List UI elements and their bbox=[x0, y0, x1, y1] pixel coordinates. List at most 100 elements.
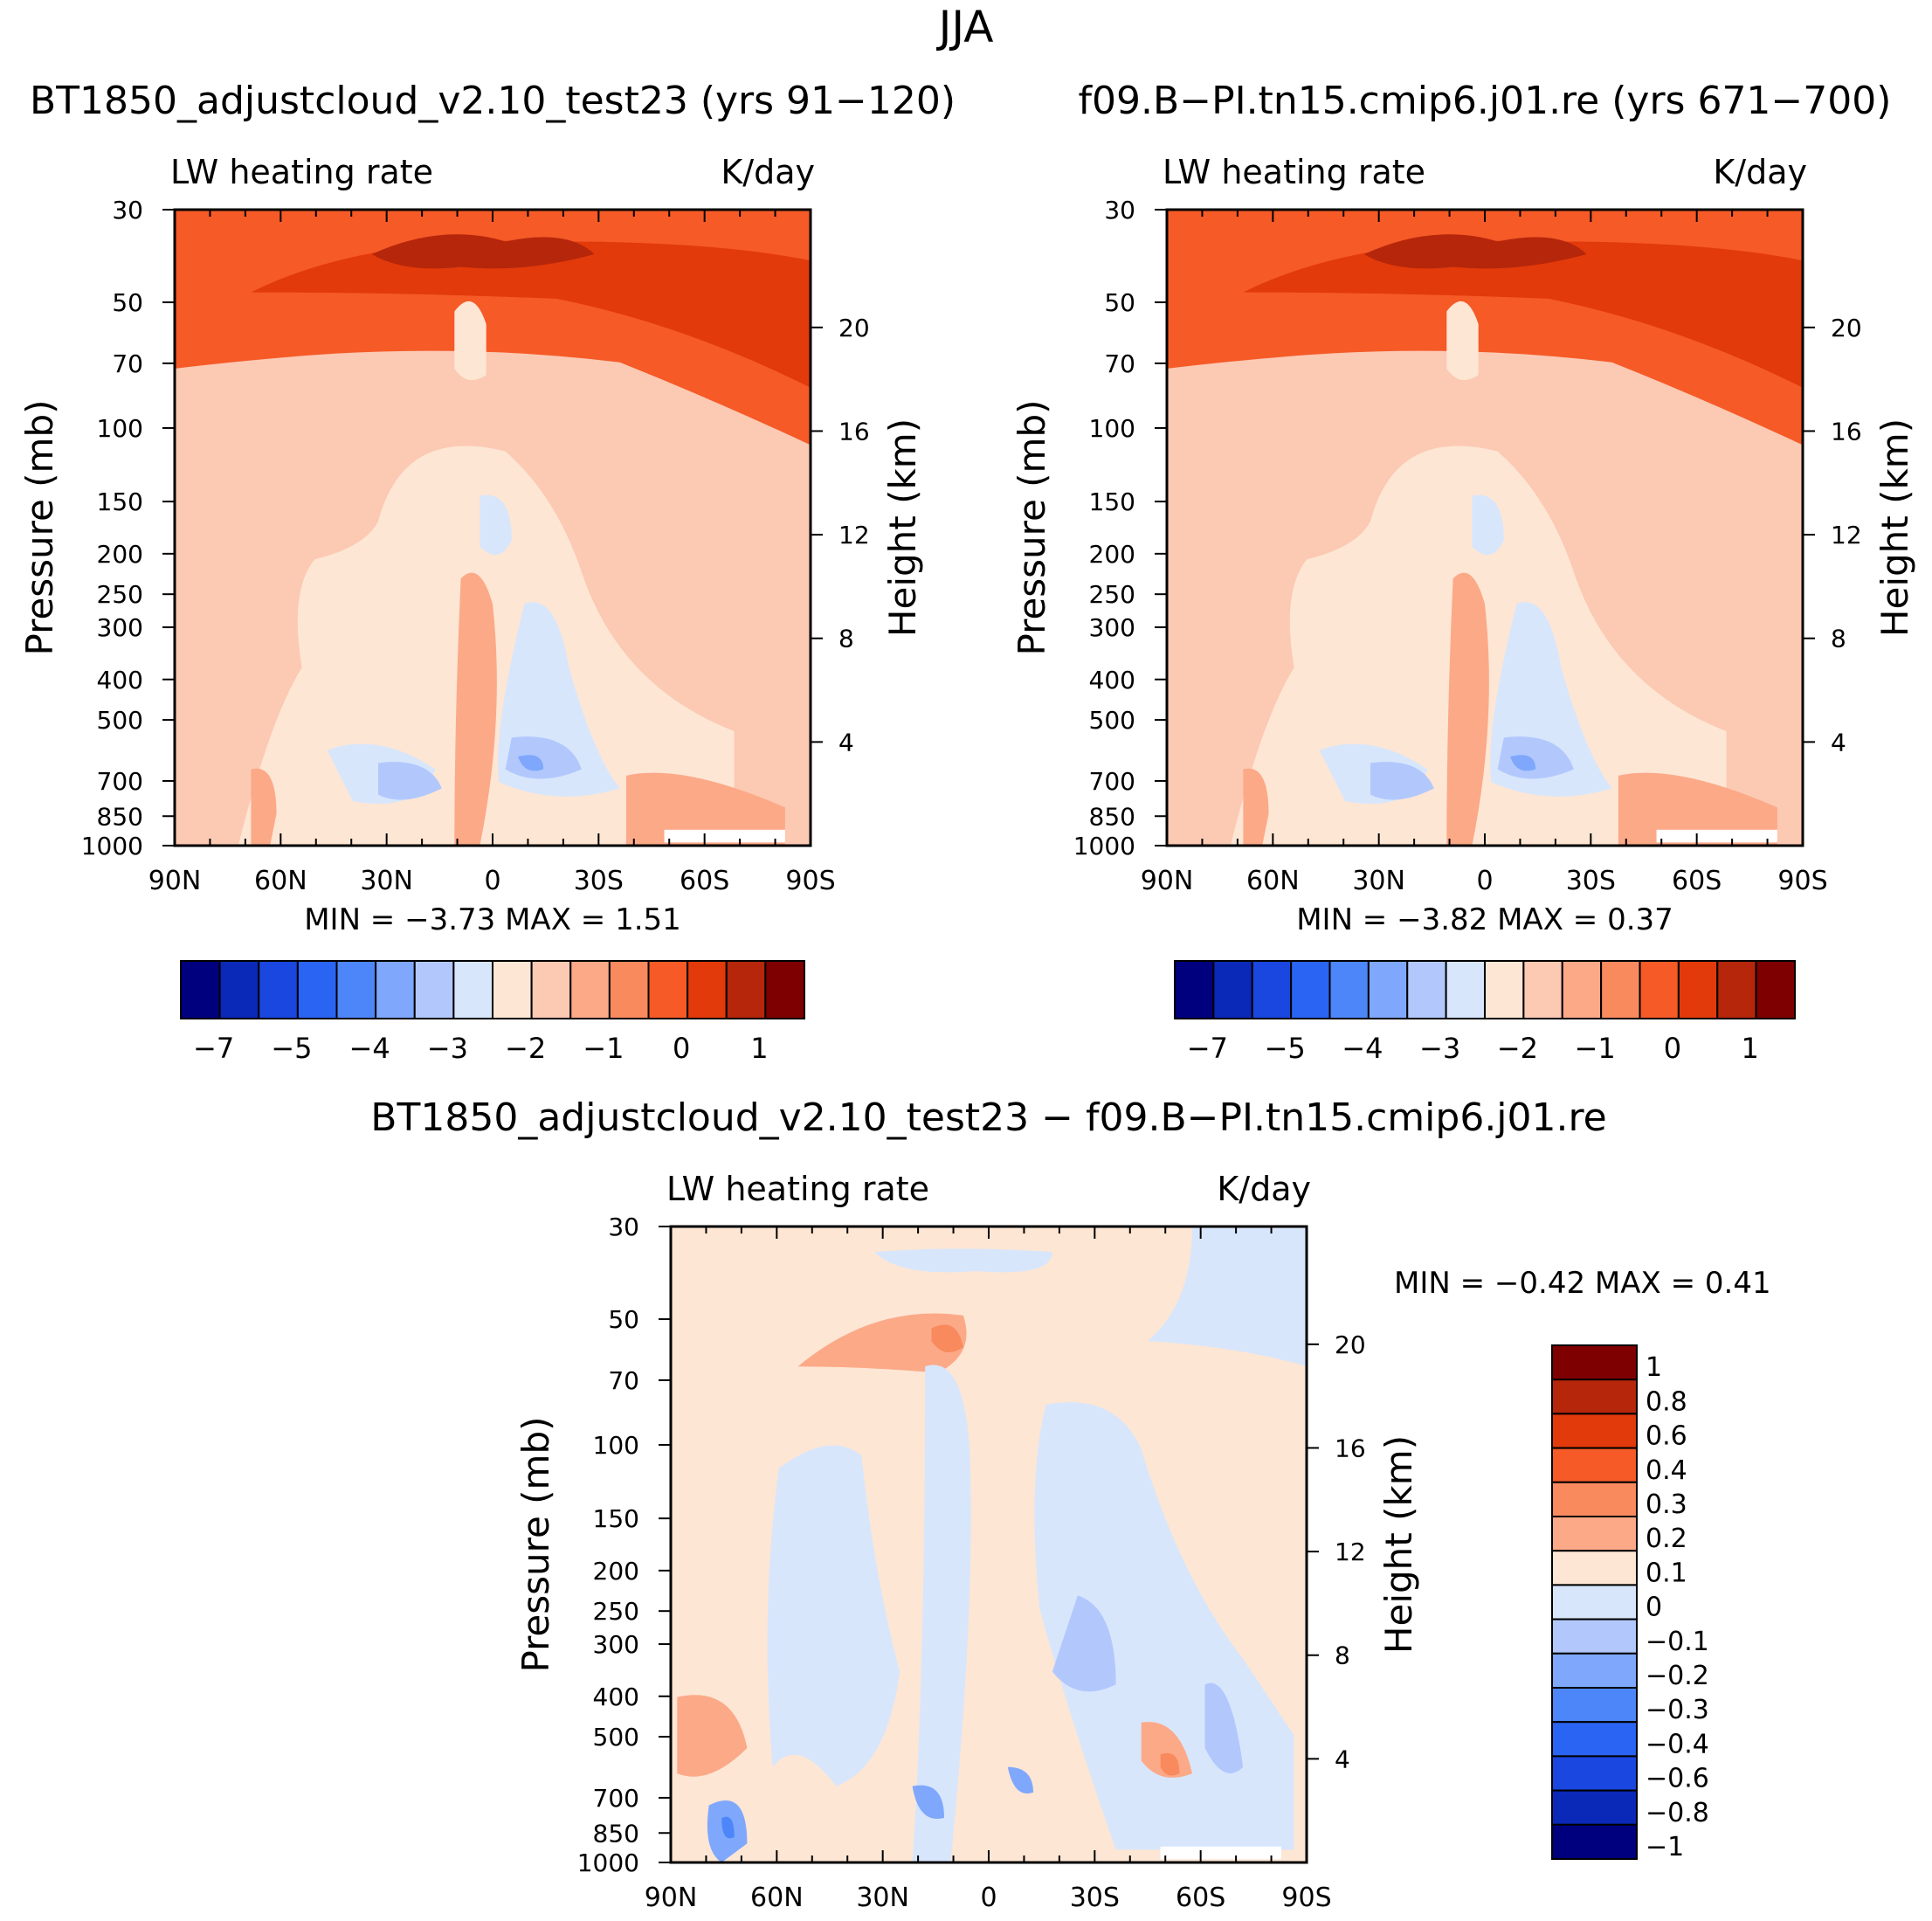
y-tick-label: 850 bbox=[97, 802, 143, 831]
y-tick-label: 500 bbox=[97, 706, 143, 735]
colorbar-label: −0.2 bbox=[1646, 1661, 1709, 1691]
y-tick-label: 150 bbox=[97, 487, 143, 516]
colorbar-label: 1 bbox=[750, 1032, 768, 1065]
y-right-tick-label: 8 bbox=[1335, 1641, 1350, 1670]
contour-region bbox=[480, 494, 512, 556]
y-tick-label: 200 bbox=[593, 1557, 639, 1586]
colorbar-swatch bbox=[1551, 1344, 1638, 1381]
x-tick-label: 90S bbox=[1281, 1883, 1331, 1913]
colorbar-label: −4 bbox=[1342, 1032, 1383, 1065]
colorbar-swatch bbox=[218, 960, 260, 1019]
contour-region bbox=[1472, 494, 1504, 556]
contour-region bbox=[1007, 1766, 1033, 1794]
y-tick-label: 100 bbox=[97, 414, 143, 443]
colorbar-label: 0.6 bbox=[1646, 1421, 1687, 1452]
contour-region bbox=[1052, 1595, 1116, 1692]
y-right-axis-label: Height (km) bbox=[1377, 1435, 1420, 1654]
contour-region bbox=[1363, 234, 1587, 269]
y-right-axis-label: Height (km) bbox=[1873, 418, 1916, 637]
colorbar-swatch bbox=[1551, 1652, 1638, 1690]
y-tick-label: 700 bbox=[593, 1784, 639, 1813]
y-tick-label: 400 bbox=[97, 666, 143, 694]
contour-region bbox=[1204, 1683, 1244, 1774]
colorbar-swatch bbox=[1522, 960, 1563, 1019]
colorbar-swatch bbox=[1600, 960, 1641, 1019]
contour-region bbox=[721, 1816, 735, 1839]
colorbar-label: 1 bbox=[1646, 1352, 1662, 1383]
y-tick-label: 30 bbox=[1104, 196, 1135, 225]
y-tick-label: 250 bbox=[1089, 580, 1135, 609]
panel-control: BT1850_adjustcloud_v2.10_test23 (yrs 91−… bbox=[18, 79, 956, 1065]
missing-data-strip bbox=[1160, 1846, 1281, 1860]
x-tick-label: 0 bbox=[980, 1883, 997, 1913]
colorbar-swatch bbox=[258, 960, 299, 1019]
panel-subtitle-left: LW heating rate bbox=[666, 1170, 929, 1208]
colorbar-swatch bbox=[296, 960, 338, 1019]
x-tick-label: 90S bbox=[785, 866, 835, 896]
colorbar-label: −2 bbox=[1497, 1032, 1538, 1065]
y-right-tick-label: 20 bbox=[838, 314, 870, 342]
y-tick-label: 50 bbox=[608, 1305, 639, 1334]
y-tick-label: 70 bbox=[112, 349, 143, 378]
panel-subtitle-right: K/day bbox=[1217, 1170, 1311, 1208]
y-tick-label: 1000 bbox=[1073, 832, 1135, 860]
panel-title: BT1850_adjustcloud_v2.10_test23 (yrs 91−… bbox=[30, 79, 956, 123]
colorbar-swatch bbox=[1677, 960, 1719, 1019]
colorbar-swatch bbox=[1551, 1481, 1638, 1518]
contour-region bbox=[378, 762, 442, 800]
colorbar-label: −7 bbox=[193, 1032, 234, 1065]
x-tick-label: 90S bbox=[1777, 866, 1827, 896]
y-tick-label: 300 bbox=[97, 613, 143, 642]
panel-title: BT1850_adjustcloud_v2.10_test23 − f09.B−… bbox=[370, 1095, 1606, 1140]
x-tick-label: 60N bbox=[1246, 866, 1300, 896]
colorbar-swatch bbox=[413, 960, 455, 1019]
colorbar-label: −4 bbox=[349, 1032, 390, 1065]
contour-region bbox=[912, 1365, 971, 1862]
x-tick-label: 30N bbox=[1352, 866, 1405, 896]
colorbar-label: 0 bbox=[1664, 1032, 1681, 1065]
contour-region bbox=[931, 1324, 963, 1353]
colorbar-swatch bbox=[1328, 960, 1370, 1019]
colorbar-swatch bbox=[1551, 1618, 1638, 1655]
panel-reference: f09.B−PI.tn15.cmip6.j01.re (yrs 671−700)… bbox=[1011, 79, 1916, 1065]
colorbar-swatch bbox=[375, 960, 416, 1019]
colorbar-swatch bbox=[569, 960, 611, 1019]
min-max-label: MIN = −3.82 MAX = 0.37 bbox=[1296, 902, 1673, 937]
contour-region bbox=[1370, 762, 1434, 800]
colorbar-label: −1 bbox=[1646, 1832, 1684, 1862]
x-tick-label: 60N bbox=[254, 866, 307, 896]
y-tick-label: 850 bbox=[593, 1819, 639, 1848]
contour-region bbox=[1148, 1227, 1307, 1367]
contour-region bbox=[767, 1445, 900, 1786]
colorbar-label: −0.4 bbox=[1646, 1729, 1709, 1759]
colorbar-swatch bbox=[1551, 1413, 1638, 1449]
figure-title: JJA bbox=[936, 2, 994, 52]
y-right-tick-label: 12 bbox=[838, 521, 870, 549]
panel-title: f09.B−PI.tn15.cmip6.j01.re (yrs 671−700) bbox=[1079, 79, 1892, 123]
x-tick-label: 30N bbox=[360, 866, 413, 896]
x-tick-label: 90N bbox=[1141, 866, 1194, 896]
missing-data-strip bbox=[664, 829, 785, 843]
y-tick-label: 200 bbox=[97, 540, 143, 569]
colorbar-label: 0.1 bbox=[1646, 1558, 1687, 1588]
y-tick-label: 300 bbox=[593, 1630, 639, 1659]
min-max-label: MIN = −3.73 MAX = 1.51 bbox=[304, 902, 681, 937]
contour-region bbox=[1446, 301, 1479, 381]
y-tick-label: 400 bbox=[1089, 666, 1135, 694]
y-tick-label: 700 bbox=[97, 767, 143, 796]
missing-data-strip bbox=[1656, 829, 1777, 843]
y-tick-label: 400 bbox=[593, 1683, 639, 1711]
x-tick-label: 30N bbox=[856, 1883, 909, 1913]
y-tick-label: 50 bbox=[1104, 288, 1135, 317]
colorbar-swatch bbox=[492, 960, 533, 1019]
contour-region bbox=[677, 1695, 748, 1777]
x-tick-label: 30S bbox=[574, 866, 624, 896]
colorbar-label: −1 bbox=[583, 1032, 624, 1065]
x-tick-label: 0 bbox=[1476, 866, 1493, 896]
colorbar-label: 0.2 bbox=[1646, 1524, 1687, 1554]
y-tick-label: 700 bbox=[1089, 767, 1135, 796]
contour-region bbox=[251, 240, 811, 388]
y-right-tick-label: 16 bbox=[1831, 417, 1862, 446]
y-right-tick-label: 20 bbox=[1335, 1330, 1366, 1359]
